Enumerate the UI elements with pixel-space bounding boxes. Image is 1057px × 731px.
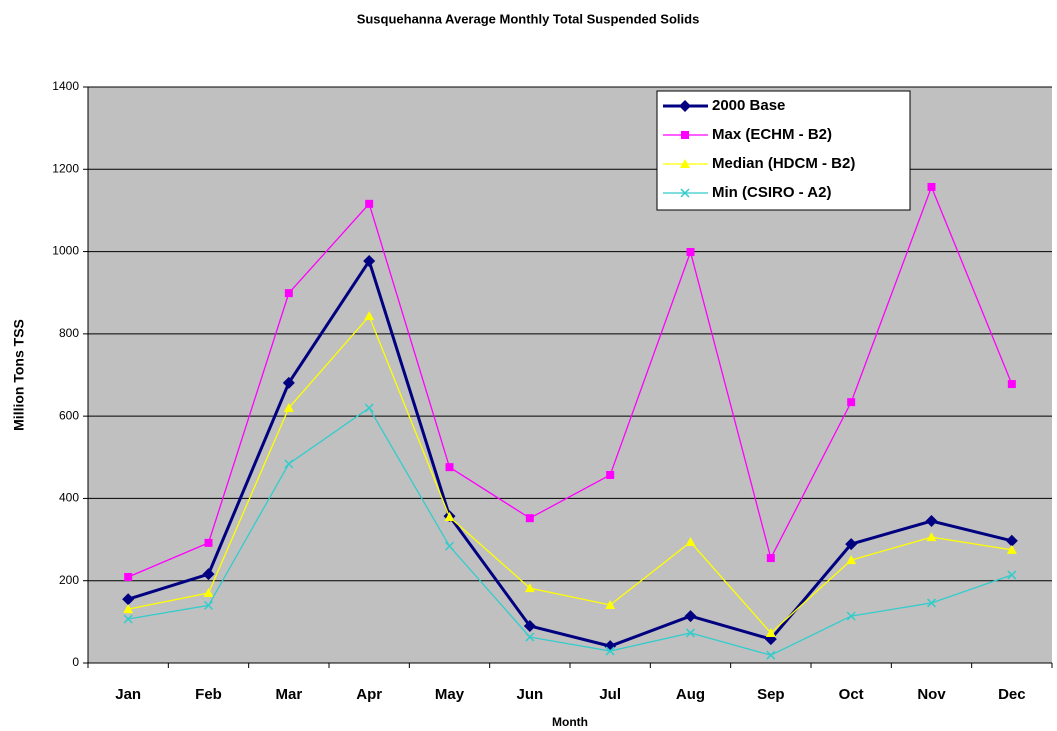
marker bbox=[1005, 534, 1018, 547]
marker bbox=[444, 511, 455, 521]
x-tick-label: Apr bbox=[356, 686, 382, 703]
marker bbox=[282, 376, 295, 389]
marker bbox=[766, 554, 775, 563]
x-tick-label: Oct bbox=[839, 686, 864, 703]
y-tick-label: 0 bbox=[72, 655, 79, 669]
marker bbox=[679, 100, 691, 112]
series-line bbox=[128, 314, 1012, 634]
marker bbox=[765, 627, 776, 637]
y-tick-label: 800 bbox=[59, 326, 79, 340]
marker bbox=[122, 593, 135, 606]
marker bbox=[525, 514, 534, 523]
marker bbox=[444, 541, 455, 551]
x-axis-label: Month bbox=[552, 715, 588, 729]
marker bbox=[847, 398, 856, 407]
marker bbox=[525, 632, 535, 642]
x-tick-label: Aug bbox=[676, 686, 705, 703]
marker bbox=[365, 199, 374, 208]
marker bbox=[1007, 380, 1016, 389]
series-line bbox=[128, 406, 1013, 656]
legend-label: Max (ECHM - B2) bbox=[712, 126, 832, 143]
marker bbox=[524, 583, 535, 593]
marker bbox=[686, 247, 695, 256]
marker bbox=[685, 628, 696, 638]
y-tick-label: 600 bbox=[59, 408, 79, 422]
x-tick-label: Jan bbox=[115, 686, 141, 703]
y-tick-label: 1200 bbox=[52, 161, 79, 175]
legend-label: Median (HDCM - B2) bbox=[712, 155, 855, 172]
marker bbox=[926, 532, 937, 542]
marker bbox=[202, 568, 215, 581]
marker bbox=[124, 573, 133, 582]
marker bbox=[846, 611, 856, 621]
marker bbox=[203, 600, 214, 610]
marker bbox=[925, 515, 938, 528]
marker bbox=[605, 599, 616, 609]
y-tick-label: 1400 bbox=[52, 79, 79, 93]
marker bbox=[604, 640, 617, 653]
legend-label: 2000 Base bbox=[712, 97, 785, 114]
marker bbox=[680, 159, 690, 168]
marker bbox=[123, 604, 134, 614]
marker bbox=[606, 470, 615, 479]
marker bbox=[203, 588, 214, 598]
marker bbox=[926, 598, 937, 608]
marker bbox=[364, 311, 375, 321]
x-tick-label: Mar bbox=[275, 686, 302, 703]
x-tick-label: Sep bbox=[757, 686, 785, 703]
chart-title: Susquehanna Average Monthly Total Suspen… bbox=[357, 11, 700, 26]
legend bbox=[656, 90, 911, 211]
marker bbox=[1007, 570, 1017, 580]
marker bbox=[681, 131, 689, 139]
marker bbox=[123, 614, 133, 624]
y-tick-label: 400 bbox=[59, 491, 79, 505]
x-tick-label: Dec bbox=[998, 686, 1026, 703]
marker bbox=[283, 402, 294, 412]
marker bbox=[766, 650, 776, 660]
series-line bbox=[127, 185, 1013, 578]
series-line bbox=[127, 257, 1013, 648]
marker bbox=[523, 619, 536, 632]
x-tick-label: Jun bbox=[516, 686, 543, 703]
x-tick-label: Nov bbox=[917, 686, 946, 703]
marker bbox=[684, 610, 697, 623]
marker bbox=[927, 182, 936, 191]
marker bbox=[284, 459, 294, 469]
marker bbox=[680, 188, 690, 198]
x-tick-label: Feb bbox=[195, 686, 222, 703]
y-tick-label: 1000 bbox=[52, 244, 79, 258]
marker bbox=[1006, 544, 1017, 554]
marker bbox=[284, 289, 293, 298]
y-axis-label: Million Tons TSS bbox=[11, 319, 27, 431]
marker bbox=[685, 537, 696, 547]
marker bbox=[605, 646, 615, 656]
marker bbox=[204, 538, 213, 547]
marker bbox=[845, 538, 858, 551]
marker bbox=[364, 403, 374, 413]
x-tick-label: Jul bbox=[599, 686, 621, 703]
marker bbox=[846, 555, 857, 565]
x-tick-label: May bbox=[435, 686, 465, 703]
marker bbox=[363, 255, 376, 268]
legend-label: Min (CSIRO - A2) bbox=[712, 184, 831, 201]
marker bbox=[445, 463, 454, 472]
y-tick-label: 200 bbox=[59, 573, 79, 587]
